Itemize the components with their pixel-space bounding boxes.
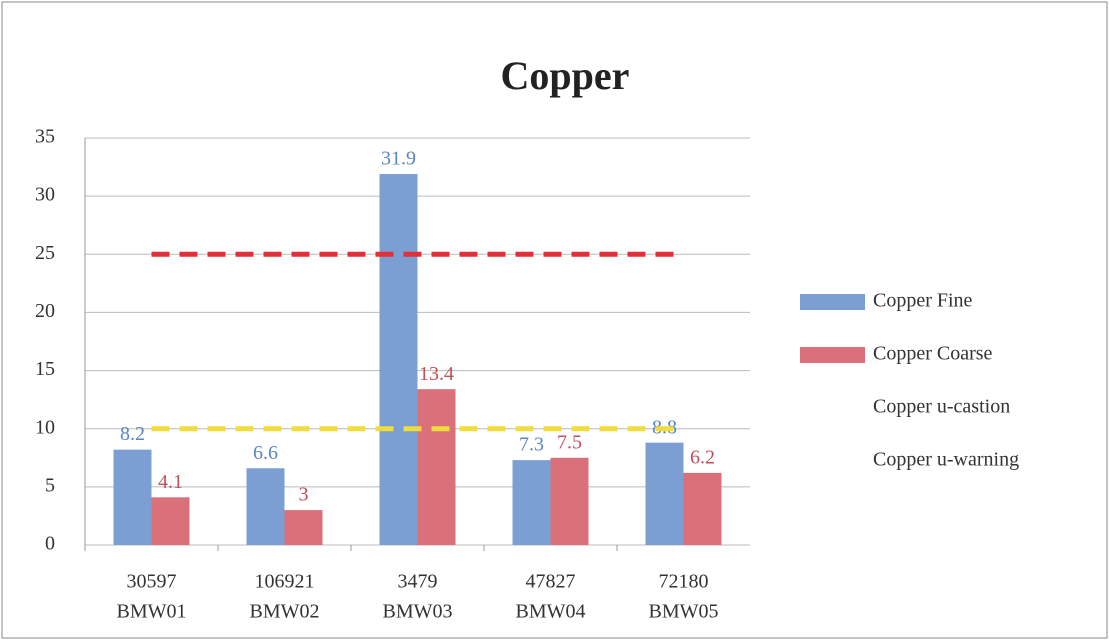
bar bbox=[645, 442, 684, 545]
bar bbox=[512, 460, 551, 545]
x-tick-label: BMW04 bbox=[516, 601, 586, 623]
data-label: 6.2 bbox=[690, 446, 715, 468]
x-tick-label: BMW03 bbox=[383, 601, 453, 623]
y-tick-label: 15 bbox=[35, 358, 55, 380]
legend-label: Copper u-castion bbox=[873, 396, 1010, 418]
chart-title: Copper bbox=[501, 53, 630, 98]
legend-swatch bbox=[800, 347, 865, 363]
data-label: 8.2 bbox=[120, 423, 145, 445]
y-tick-label: 35 bbox=[35, 126, 55, 148]
data-label: 7.3 bbox=[519, 434, 544, 456]
legend-label: Copper Fine bbox=[873, 290, 973, 312]
y-tick-label: 30 bbox=[35, 184, 55, 206]
y-tick-label: 10 bbox=[35, 416, 55, 438]
x-tick-label: 106921 bbox=[255, 571, 315, 593]
x-tick-label: 47827 bbox=[526, 571, 576, 593]
y-tick-label: 5 bbox=[45, 474, 55, 496]
x-tick-label: 30597 bbox=[127, 571, 177, 593]
bar bbox=[284, 510, 323, 545]
bar bbox=[246, 468, 285, 545]
legend-swatch bbox=[800, 294, 865, 310]
data-label: 4.1 bbox=[158, 471, 183, 493]
data-label: 13.4 bbox=[419, 363, 454, 385]
bar bbox=[550, 457, 589, 545]
y-tick-label: 25 bbox=[35, 242, 55, 264]
x-tick-label: BMW02 bbox=[250, 601, 320, 623]
data-label: 31.9 bbox=[381, 148, 416, 170]
bar bbox=[151, 497, 190, 545]
x-tick-label: BMW01 bbox=[117, 601, 187, 623]
bar bbox=[113, 449, 152, 545]
x-tick-label: 72180 bbox=[659, 571, 709, 593]
y-tick-label: 20 bbox=[35, 300, 55, 322]
bar bbox=[683, 472, 722, 545]
x-tick-label: 3479 bbox=[398, 571, 438, 593]
legend-label: Copper u-warning bbox=[873, 449, 1019, 471]
x-tick-label: BMW05 bbox=[649, 601, 719, 623]
bar bbox=[417, 389, 456, 545]
data-label: 7.5 bbox=[557, 431, 582, 453]
y-tick-label: 0 bbox=[45, 533, 55, 555]
data-label: 3 bbox=[299, 484, 309, 506]
bar bbox=[379, 174, 418, 545]
legend-label: Copper Coarse bbox=[873, 343, 993, 365]
data-label: 6.6 bbox=[253, 442, 278, 464]
